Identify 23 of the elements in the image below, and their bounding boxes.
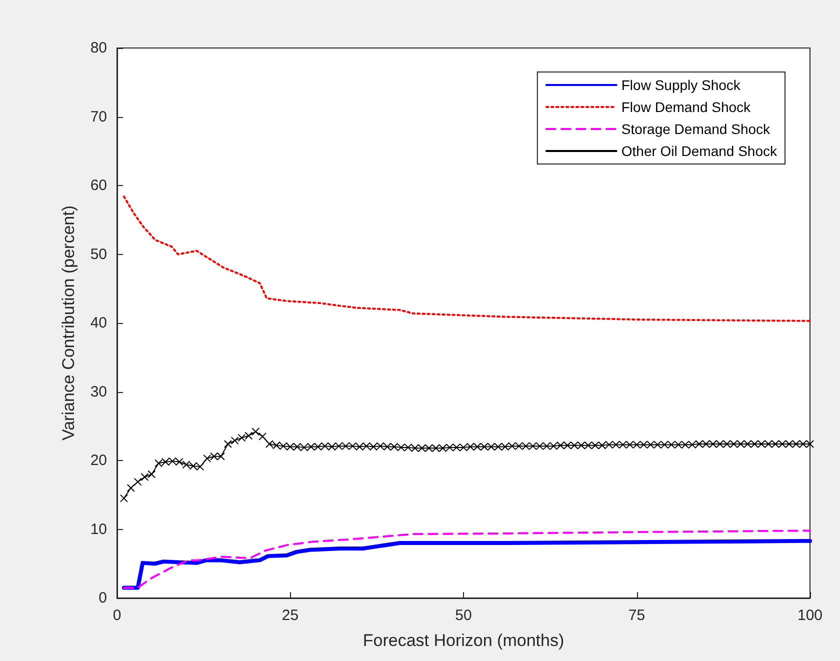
x-tick-label: 100 [797, 607, 823, 624]
y-tick-label: 80 [90, 40, 107, 56]
legend-label: Other Oil Demand Shock [621, 143, 778, 159]
y-tick-label: 40 [90, 314, 107, 332]
x-axis-title: Forecast Horizon (months) [362, 631, 564, 650]
y-tick-label: 30 [90, 383, 107, 400]
y-tick-label: 0 [98, 590, 107, 606]
legend-label: Flow Demand Shock [621, 99, 752, 115]
y-tick-label: 60 [90, 177, 107, 194]
y-tick-label: 20 [90, 452, 107, 469]
legend-label: Storage Demand Shock [621, 121, 772, 137]
x-tick-label: 0 [112, 607, 122, 624]
line-series [122, 196, 811, 322]
line-series [122, 538, 812, 590]
y-tick-label: 50 [90, 246, 107, 263]
legend-label: Flow Supply Shock [621, 77, 742, 93]
y-tick-label: 10 [90, 520, 107, 538]
y-tick-label: 70 [90, 108, 107, 126]
x-tick-label: 75 [628, 607, 646, 624]
y-axis-title: Variance Contribution (percent) [59, 206, 78, 440]
x-tick-label: 25 [282, 607, 299, 624]
x-tick-label: 50 [455, 607, 472, 624]
line-series [122, 530, 811, 589]
